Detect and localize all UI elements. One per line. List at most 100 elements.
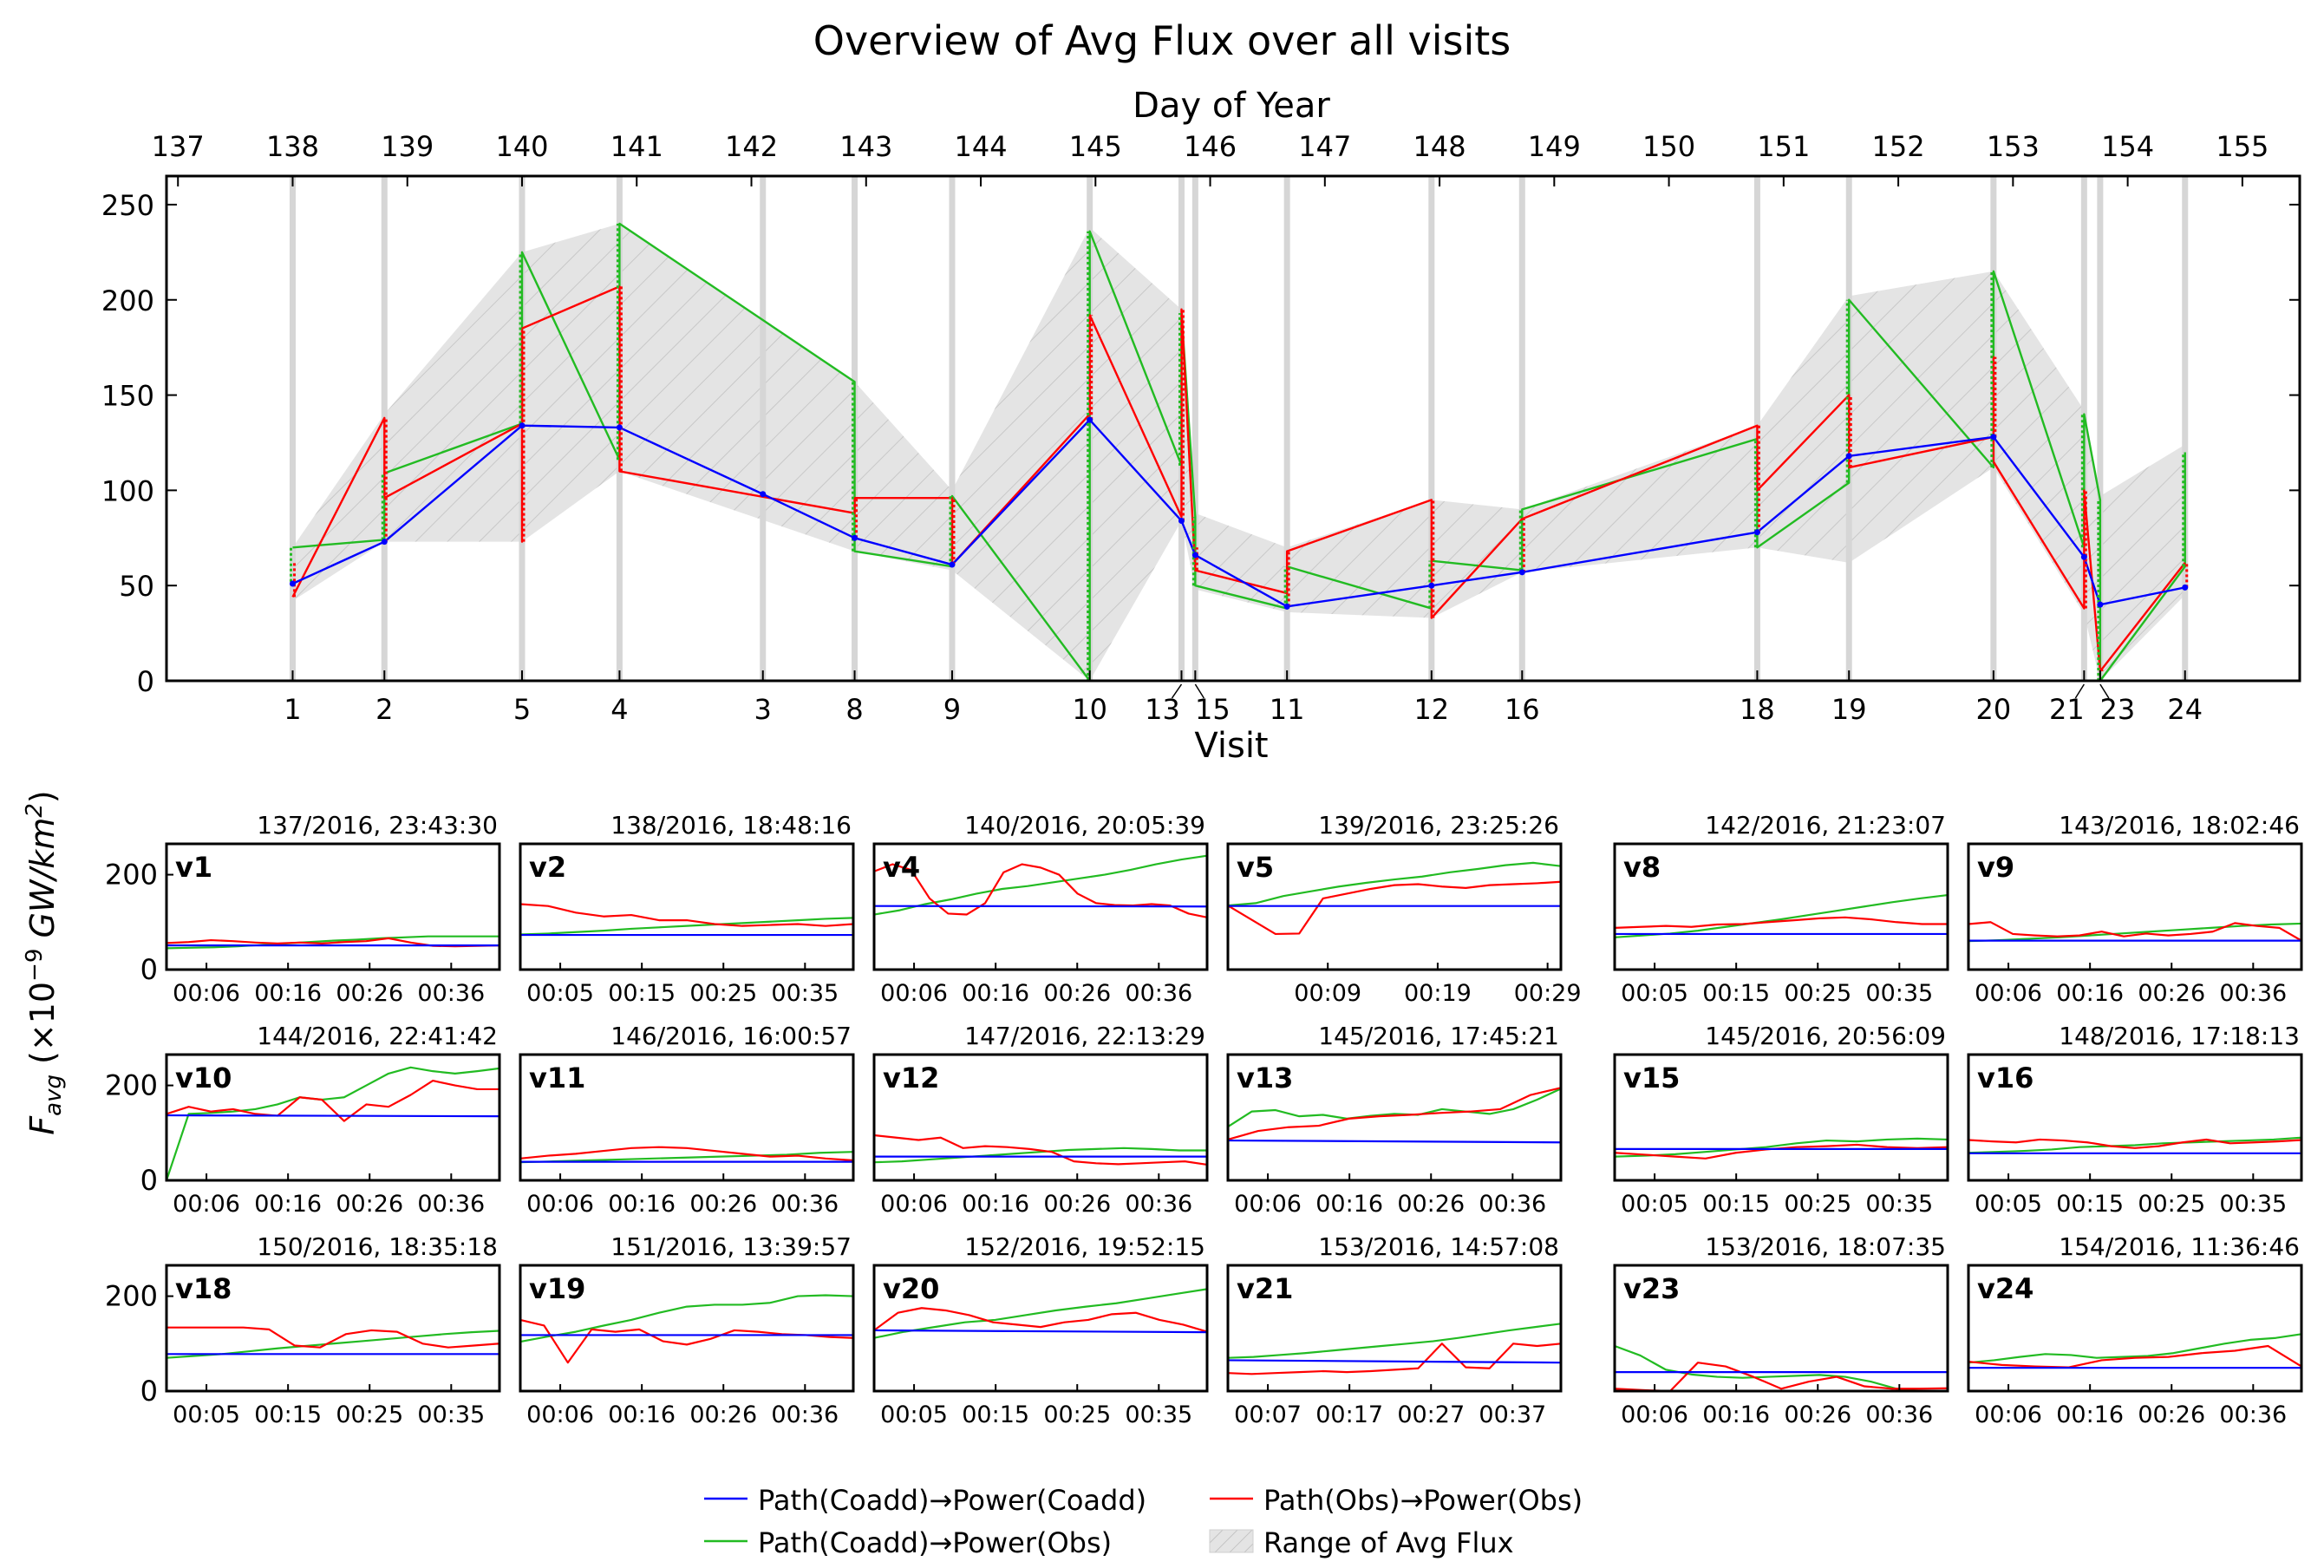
subplot-xtick-00:35: 00:35 [1125,1401,1192,1428]
subplot-v1: 137/2016, 23:43:30 v1 0 200 00:06 00:16 00:26 0… [105,811,501,1007]
main-frame [165,174,2301,683]
day-tick-label-138: 138 [266,130,319,163]
coadd-point-12 [1428,582,1435,589]
visit-tick-label-8: 8 [845,693,863,726]
subplot-v2: 138/2016, 18:48:16 v2 00:05 00:15 00:25 00:35 [519,811,855,1007]
subplot-xtick-00:26: 00:26 [336,980,403,1007]
subplot-frame-v5 [1226,842,1563,971]
subplot-xtick-00:17: 00:17 [1315,1401,1383,1428]
subplot-label-v19: v19 [529,1272,585,1305]
day-tick-label-149: 149 [1528,130,1581,163]
visit-tick-leader-21 [2074,683,2085,699]
subplot-frame-v2 [519,842,855,971]
y-tick-label-0: 0 [137,665,154,698]
subplot-header-v18: 150/2016, 18:35:18 [257,1232,498,1261]
subplot-series-coadd-obs-v13 [1227,1088,1562,1128]
visit-tick-label-12: 12 [1413,693,1449,726]
subplot-series-obs-v5 [1227,880,1562,936]
subplot-series-coadd-v21 [1227,1359,1562,1364]
subplot-xtick-00:26: 00:26 [336,1191,403,1218]
subplot-header-v2: 138/2016, 18:48:16 [610,811,852,840]
subplot-xtick-00:36: 00:36 [771,1401,839,1428]
subplot-header-v16: 148/2016, 17:18:13 [2059,1022,2300,1050]
visit-tick-label-2: 2 [375,693,393,726]
day-tick-label-150: 150 [1642,130,1695,163]
subplot-series-coadd-obs-v2 [519,917,854,936]
subplot-header-v9: 143/2016, 18:02:46 [2059,811,2300,840]
subplot-series-obs-v11 [519,1146,854,1162]
subplot-frame-v12 [872,1053,1209,1182]
legend-label-coadd: Path(Coadd)→Power(Coadd) [758,1484,1146,1517]
coadd-point-2 [381,539,388,546]
subplot-series-coadd-obs-v19 [519,1294,854,1343]
subplot-xtick-00:15: 00:15 [254,1401,322,1428]
subplot-label-v10: v10 [175,1062,232,1094]
series-line-obs [291,285,2186,673]
y-tick-label-50: 50 [119,570,154,603]
subplot-xtick-00:29: 00:29 [1514,980,1582,1007]
subplot-xtick-00:25: 00:25 [1784,980,1851,1007]
subplot-series-coadd-obs-v8 [1614,894,1949,938]
subplot-v16: 148/2016, 17:18:13 v16 00:05 00:15 00:25 00:3… [1967,1022,2303,1218]
subplot-frame-v10 [165,1053,501,1182]
subplot-xtick-00:16: 00:16 [254,1191,322,1218]
subplot-frame-v4 [872,842,1209,971]
subplot-xtick-00:36: 00:36 [2219,980,2287,1007]
subplot-label-v16: v16 [1977,1062,2034,1094]
subplot-label-v8: v8 [1623,851,1661,884]
day-tick-label-144: 144 [954,130,1007,163]
subplot-series-coadd-obs-v15 [1614,1137,1949,1158]
subplot-frame-v23 [1613,1264,1949,1393]
subplot-xtick-00:15: 00:15 [962,1401,1029,1428]
subplot-ytick-0: 0 [140,1164,158,1197]
subplot-xtick-00:06: 00:06 [1975,1401,2042,1428]
subplot-xtick-00:06: 00:06 [880,980,948,1007]
subplot-xtick-00:36: 00:36 [2219,1401,2287,1428]
visit-tick-leader-23 [2099,683,2110,699]
subplot-label-v15: v15 [1623,1062,1680,1094]
subplot-series-obs-v18 [166,1326,500,1349]
subplot-xtick-00:25: 00:25 [1784,1191,1851,1218]
coadd-point-3 [760,491,767,498]
subplot-series-coadd-v10 [166,1114,500,1118]
subplot-label-v12: v12 [883,1062,939,1094]
day-tick-label-142: 142 [725,130,778,163]
day-tick-label-139: 139 [381,130,434,163]
top-axis-label: Day of Year [1133,86,1330,126]
range-band [292,223,2185,682]
subplot-series-coadd-obs-v4 [873,854,1208,916]
subplot-xtick-00:35: 00:35 [1865,1191,1933,1218]
subplot-series-coadd-obs-v21 [1227,1323,1562,1359]
visit-tick-label-15: 15 [1195,693,1231,726]
subplot-v12: 147/2016, 22:13:29 v12 00:06 00:16 00:26 00:3… [872,1022,1209,1218]
coadd-point-24 [2182,584,2189,591]
visit-tick-label-13: 13 [1145,693,1180,726]
day-tick-label-141: 141 [610,130,663,163]
subplot-series-coadd-obs-v20 [873,1288,1208,1339]
subplot-label-v18: v18 [175,1272,232,1305]
subplot-header-v8: 142/2016, 21:23:07 [1705,811,1946,840]
y-tick-label-200: 200 [101,284,154,317]
subplot-xtick-00:05: 00:05 [1621,1191,1688,1218]
subplot-series-coadd-v13 [1227,1139,1562,1144]
subplot-header-v12: 147/2016, 22:13:29 [964,1022,1205,1050]
subplot-xtick-00:27: 00:27 [1397,1401,1465,1428]
subplot-xtick-00:05: 00:05 [173,1401,240,1428]
subplot-frame-v9 [1967,842,2303,971]
subplot-ytick-200: 200 [105,1069,158,1102]
subplot-label-v4: v4 [883,851,920,884]
subplot-xtick-00:16: 00:16 [962,1191,1029,1218]
subplot-ytick-0: 0 [140,1375,158,1408]
y-tick-label-150: 150 [101,380,154,413]
subplot-header-v4: 140/2016, 20:05:39 [964,811,1205,840]
subplot-xtick-00:36: 00:36 [417,1191,485,1218]
subplot-series-coadd-obs-v23 [1614,1344,1948,1393]
subplot-v11: 146/2016, 16:00:57 v11 00:06 00:16 00:26 00:3… [519,1022,855,1218]
subplot-series-obs-v15 [1614,1143,1949,1160]
subplot-header-v24: 154/2016, 11:36:46 [2059,1232,2300,1261]
subplot-xtick-00:16: 00:16 [1315,1191,1383,1218]
subplot-v18: 150/2016, 18:35:18 v18 0 200 00:05 00:15 00:25… [105,1232,501,1428]
day-tick-label-153: 153 [1987,130,2040,163]
